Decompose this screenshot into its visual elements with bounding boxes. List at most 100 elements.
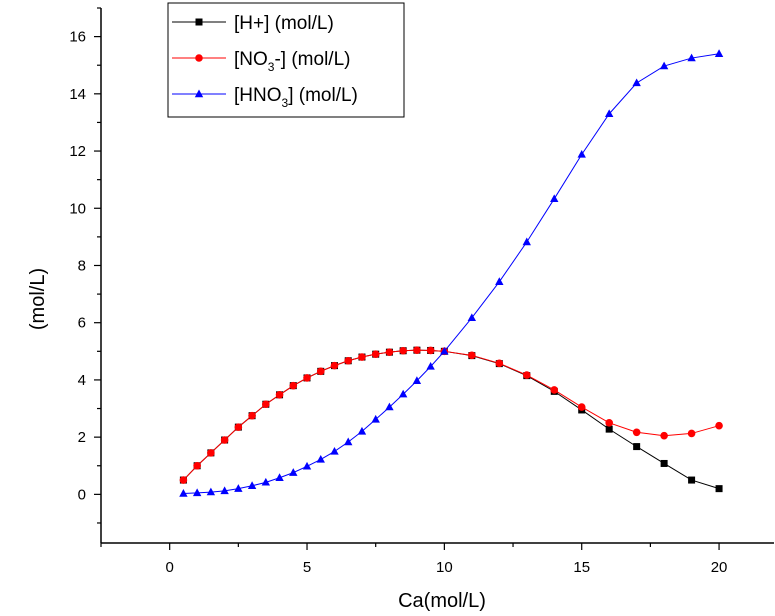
data-point <box>522 371 531 379</box>
data-point <box>687 429 696 438</box>
series-line <box>183 349 720 481</box>
data-point <box>179 476 188 484</box>
data-point <box>206 487 216 496</box>
legend-box <box>167 2 405 118</box>
data-point <box>358 353 366 361</box>
legend-marker <box>195 18 203 26</box>
data-point <box>468 351 476 360</box>
legend-label: [H+] (mol/L) <box>234 13 334 34</box>
legend-text-part: -] (mol/L) <box>274 49 350 70</box>
series-circle <box>179 346 723 484</box>
data-point <box>275 473 284 481</box>
data-point <box>604 109 614 118</box>
x-tick-label: 15 <box>573 559 590 576</box>
y-tick-label: 12 <box>69 143 86 160</box>
axes: 0 5 10 15 20 0 2 4 6 8 10 12 14 16 <box>69 7 774 576</box>
data-point <box>262 400 270 409</box>
data-point <box>179 489 188 497</box>
data-point <box>467 313 477 322</box>
data-point <box>687 53 696 62</box>
y-tick-label: 16 <box>69 29 86 46</box>
legend-text-part: [H+] (mol/L) <box>234 13 334 34</box>
y-axis-title: (mol/L) <box>27 268 49 330</box>
legend-label: [NO3-] (mol/L) <box>234 49 350 74</box>
data-point <box>234 423 243 431</box>
data-point <box>344 356 353 365</box>
series-line <box>183 349 720 490</box>
x-tick-label: 5 <box>303 559 311 576</box>
data-point <box>413 346 421 354</box>
data-point <box>495 277 504 285</box>
data-point <box>193 461 201 470</box>
y-tick-label: 2 <box>78 429 86 446</box>
legend-subscript: 3 <box>268 60 275 74</box>
data-point <box>577 403 586 411</box>
legend-text-part: [HNO <box>234 85 282 106</box>
data-point <box>522 237 531 246</box>
data-point <box>357 426 367 435</box>
data-point <box>344 437 353 446</box>
data-point <box>550 386 559 394</box>
data-point <box>426 346 435 355</box>
data-point <box>289 468 298 476</box>
data-point <box>659 61 669 70</box>
y-tick-label: 4 <box>78 372 86 389</box>
data-point <box>302 461 312 470</box>
data-point <box>303 374 311 382</box>
data-point <box>192 488 202 497</box>
data-point <box>220 486 229 495</box>
legend: [H+] (mol/L)[NO3-] (mol/L)[HNO3] (mol/L) <box>167 2 405 118</box>
x-tick-label: 10 <box>436 559 453 576</box>
data-point <box>550 194 559 203</box>
data-point <box>316 367 325 376</box>
y-tick-label: 14 <box>69 86 86 103</box>
legend-marker <box>194 89 204 98</box>
y-tick-label: 10 <box>69 200 86 217</box>
data-point <box>289 381 298 390</box>
data-point <box>399 346 407 355</box>
data-point <box>660 459 668 467</box>
data-point <box>688 476 696 484</box>
data-point <box>660 431 668 440</box>
data-point <box>715 421 723 430</box>
data-point <box>633 443 641 451</box>
data-point <box>220 436 229 444</box>
series-triangle <box>179 49 724 497</box>
data-point <box>398 389 408 398</box>
x-axis-title: Ca(mol/L) <box>398 590 486 612</box>
data-point <box>247 481 257 489</box>
data-point <box>207 449 215 457</box>
data-point <box>261 477 271 486</box>
data-point <box>330 361 339 370</box>
data-point <box>385 402 394 411</box>
data-point <box>714 49 724 57</box>
y-tick-label: 6 <box>78 315 86 332</box>
data-point <box>385 348 394 356</box>
legend-text-part: ] (mol/L) <box>288 85 358 106</box>
data-point <box>440 346 449 355</box>
legend-subscript: 3 <box>282 96 289 110</box>
data-point <box>234 484 243 492</box>
series-square <box>179 346 723 493</box>
legend-text-part: [NO <box>234 49 268 70</box>
series-layer <box>179 49 724 497</box>
legend-marker <box>195 54 203 62</box>
x-tick-label: 0 <box>166 559 174 576</box>
data-point <box>605 419 613 427</box>
x-tick-label: 20 <box>711 559 728 576</box>
legend-label: [HNO3] (mol/L) <box>234 85 358 110</box>
data-point <box>495 359 504 368</box>
data-point <box>577 149 586 158</box>
data-point <box>632 78 641 87</box>
series-line <box>183 53 720 495</box>
data-point <box>275 391 284 399</box>
y-tick-label: 8 <box>78 257 86 274</box>
data-point <box>605 425 613 433</box>
data-point <box>715 485 723 493</box>
data-point <box>371 350 380 358</box>
data-point <box>412 376 422 384</box>
data-point <box>632 428 641 437</box>
data-point <box>330 446 339 455</box>
data-point <box>371 414 380 423</box>
